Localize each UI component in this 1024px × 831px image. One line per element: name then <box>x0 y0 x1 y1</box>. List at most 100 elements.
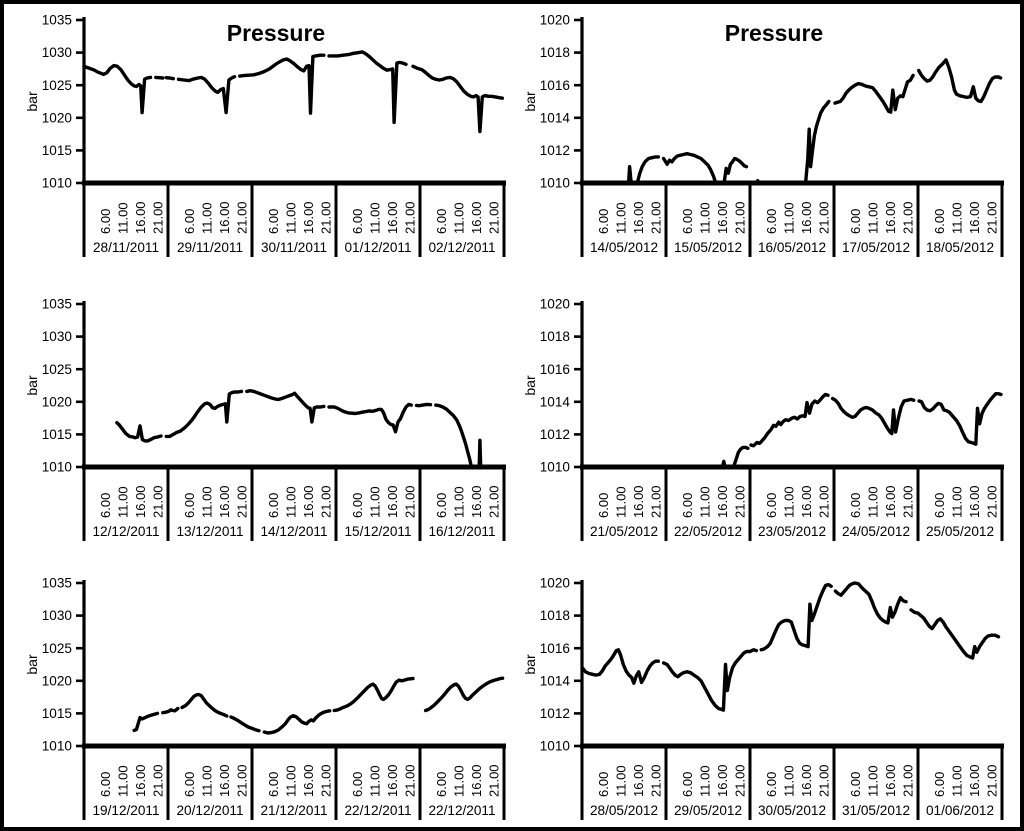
y-tick-label: 1018 <box>540 45 570 60</box>
pressure-series-line <box>581 581 1001 712</box>
time-tick-label: 16.00 <box>883 201 898 234</box>
time-tick-label: 11.00 <box>950 486 965 518</box>
date-label: 02/12/2011 <box>428 240 495 255</box>
chart-title: Pressure <box>227 20 325 46</box>
time-tick-label: 11.00 <box>950 202 965 234</box>
y-tick-label: 1012 <box>540 427 570 442</box>
y-tick-label: 1030 <box>42 329 73 344</box>
time-tick-label: 6.00 <box>182 493 197 518</box>
y-tick-label: 1014 <box>540 673 571 688</box>
pressure-chart-panel-top-right: 1010 1012 1014 1016 1018 1020 bar Pressure 6.00 1… <box>512 4 1024 268</box>
time-tick-label: 21.00 <box>487 485 502 518</box>
y-tick-label: 1035 <box>42 297 72 312</box>
time-tick-label: 21.00 <box>319 485 334 518</box>
time-tick-label: 21.00 <box>733 201 748 234</box>
time-tick-label: 16.00 <box>301 485 316 518</box>
time-tick-label: 11.00 <box>950 765 965 797</box>
time-tick-label: 6.00 <box>266 209 281 234</box>
time-tick-label: 11.00 <box>782 765 797 797</box>
time-tick-label: 16.00 <box>799 201 814 234</box>
time-tick-label: 11.00 <box>368 202 383 234</box>
time-tick-label: 21.00 <box>487 764 502 797</box>
time-tick-label: 16.00 <box>217 201 232 234</box>
y-axis-title: bar <box>24 375 40 396</box>
time-tick-label: 16.00 <box>715 201 730 234</box>
date-label: 14/05/2012 <box>590 240 658 255</box>
date-label: 01/12/2011 <box>344 240 411 255</box>
y-tick-label: 1014 <box>540 110 571 125</box>
time-tick-label: 16.00 <box>133 201 148 234</box>
y-tick-label: 1012 <box>540 706 570 721</box>
time-tick-label: 6.00 <box>596 493 611 518</box>
time-tick-label: 16.00 <box>631 485 646 518</box>
date-label: 16/05/2012 <box>758 240 826 255</box>
x-axis-day-dividers <box>82 467 506 541</box>
time-tick-label: 6.00 <box>680 493 695 518</box>
y-tick-label: 1015 <box>42 427 72 442</box>
time-tick-label: 6.00 <box>182 772 197 797</box>
y-tick-label: 1020 <box>540 13 571 28</box>
date-label: 29/11/2011 <box>177 240 243 255</box>
time-tick-label: 21.00 <box>985 485 1000 518</box>
time-tick-label: 6.00 <box>764 772 779 797</box>
time-tick-label: 11.00 <box>866 202 881 234</box>
time-tick-label: 6.00 <box>434 772 449 797</box>
time-tick-label: 21.00 <box>151 764 166 797</box>
y-tick-label: 1015 <box>42 706 72 721</box>
time-tick-label: 6.00 <box>932 209 947 234</box>
date-label: 16/12/2011 <box>428 524 495 539</box>
x-axis-day-dividers <box>580 467 1004 541</box>
time-tick-label: 16.00 <box>301 201 316 234</box>
y-axis-ticks: 1010 1015 1020 1025 1030 1035 <box>42 13 84 191</box>
time-tick-label: 21.00 <box>235 201 250 234</box>
time-tick-label: 16.00 <box>799 485 814 518</box>
time-tick-label: 11.00 <box>116 202 131 234</box>
date-label: 18/05/2012 <box>926 240 994 255</box>
y-tick-label: 1030 <box>42 608 73 623</box>
time-tick-label: 6.00 <box>434 493 449 518</box>
x-axis-day-dividers <box>580 746 1004 820</box>
pressure-series-line <box>132 676 505 735</box>
y-tick-label: 1016 <box>540 78 570 93</box>
pressure-series-line <box>115 389 483 469</box>
date-label: 28/11/2011 <box>93 240 159 255</box>
date-label: 30/11/2011 <box>261 240 327 255</box>
time-tick-label: 6.00 <box>932 772 947 797</box>
pressure-chart-panel-bottom-left: 1010 1015 1020 1025 1030 1035 bar 6.00 11.00 16.0… <box>4 567 516 831</box>
time-tick-label: 11.00 <box>866 765 881 797</box>
date-label: 15/05/2012 <box>674 240 742 255</box>
time-tick-label: 21.00 <box>235 485 250 518</box>
time-tick-label: 6.00 <box>848 493 863 518</box>
time-tick-label: 16.00 <box>385 485 400 518</box>
time-tick-label: 6.00 <box>98 493 113 518</box>
date-label: 21/12/2011 <box>260 803 327 818</box>
time-tick-label: 6.00 <box>848 772 863 797</box>
time-tick-label: 21.00 <box>487 201 502 234</box>
time-tick-label: 16.00 <box>631 764 646 797</box>
time-tick-label: 6.00 <box>596 772 611 797</box>
x-axis-day-dividers <box>82 183 506 257</box>
time-tick-label: 16.00 <box>883 764 898 797</box>
time-tick-label: 6.00 <box>266 772 281 797</box>
time-tick-label: 16.00 <box>799 764 814 797</box>
time-tick-label: 11.00 <box>116 765 131 797</box>
time-tick-label: 6.00 <box>680 772 695 797</box>
y-tick-label: 1018 <box>540 608 570 623</box>
pressure-chart-panel-middle-right: 1010 1012 1014 1016 1018 1020 bar 6.00 11.00 16.0… <box>512 288 1024 552</box>
time-tick-label: 16.00 <box>469 485 484 518</box>
y-tick-label: 1010 <box>540 739 571 754</box>
y-tick-label: 1035 <box>42 13 72 28</box>
time-tick-label: 21.00 <box>817 201 832 234</box>
time-tick-label: 16.00 <box>967 201 982 234</box>
y-tick-label: 1025 <box>42 641 72 656</box>
time-tick-label: 6.00 <box>98 772 113 797</box>
time-tick-label: 21.00 <box>151 485 166 518</box>
time-tick-label: 6.00 <box>182 209 197 234</box>
time-tick-label: 21.00 <box>985 764 1000 797</box>
time-tick-label: 21.00 <box>403 764 418 797</box>
